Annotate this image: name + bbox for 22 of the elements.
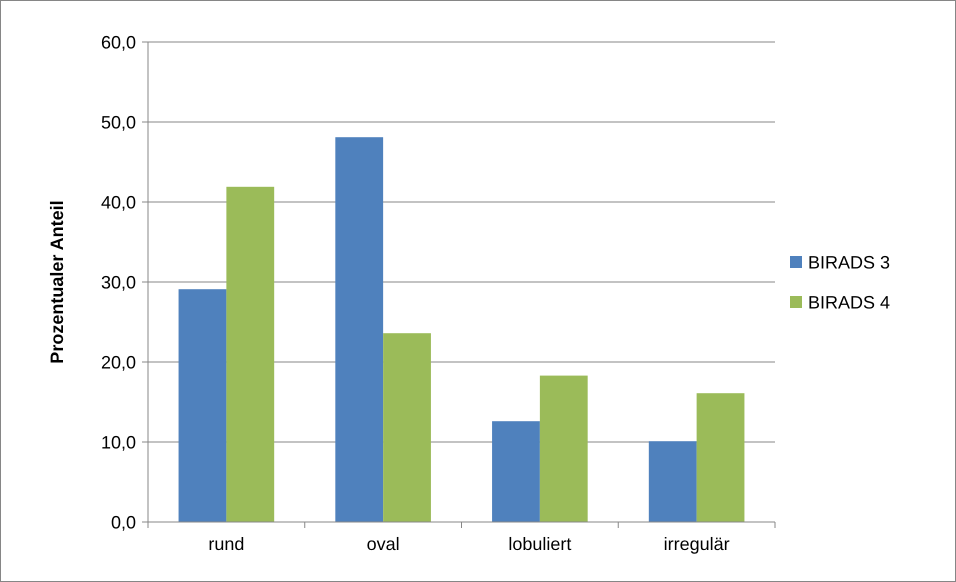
y-tick-label: 30,0: [100, 272, 136, 292]
bar: [383, 333, 431, 522]
bar: [178, 289, 226, 522]
x-tick-label: rund: [208, 534, 244, 554]
x-tick-label: lobuliert: [508, 534, 572, 554]
y-axis-title: Prozentualer Anteil: [47, 200, 67, 364]
bar: [540, 376, 588, 522]
x-tick-label: oval: [366, 534, 400, 554]
bar: [696, 393, 744, 522]
bar: [492, 421, 540, 522]
bar: [335, 137, 384, 522]
legend-label: BIRADS 4: [808, 292, 890, 312]
legend-label: BIRADS 3: [808, 252, 890, 272]
x-tick-label: irregulär: [664, 534, 730, 554]
y-tick-label: 20,0: [100, 352, 136, 372]
y-tick-label: 60,0: [100, 32, 136, 52]
bar: [226, 186, 274, 522]
y-tick-label: 10,0: [100, 432, 136, 452]
y-tick-label: 0,0: [110, 512, 136, 532]
bar: [648, 441, 697, 522]
y-tick-label: 40,0: [100, 192, 136, 212]
y-tick-label: 50,0: [100, 112, 136, 132]
